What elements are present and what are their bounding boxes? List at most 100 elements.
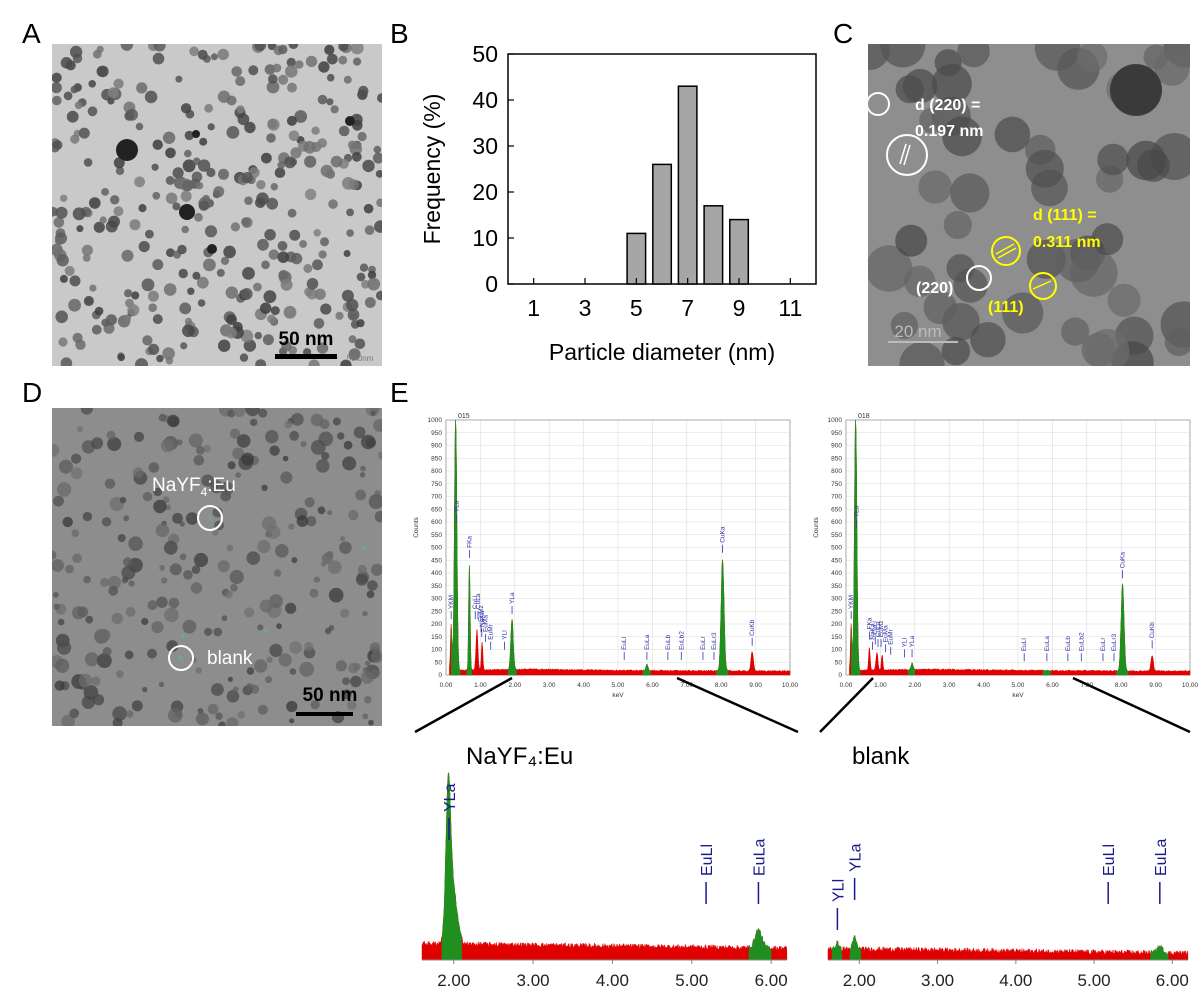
tem-particle	[324, 44, 335, 55]
tem-particle	[256, 180, 266, 190]
stem-particle	[230, 584, 238, 592]
stem-particle	[62, 516, 73, 528]
tem-particle	[226, 314, 237, 326]
tem-particle	[131, 291, 140, 300]
tem-particle	[58, 337, 68, 347]
stem-particle	[84, 652, 99, 667]
ytick-label: 500	[831, 545, 842, 552]
tem-particle	[69, 45, 83, 59]
peak-label-EuLl: EuLl	[1021, 638, 1028, 652]
tem-particle	[313, 229, 322, 237]
ytick-label: 500	[431, 545, 442, 552]
stem-particle	[332, 417, 341, 426]
tem-particle	[305, 55, 318, 68]
tem-particle	[281, 340, 292, 352]
xtick-label-3: 3	[579, 295, 592, 321]
stem-particle	[304, 641, 314, 651]
stem-particle	[212, 529, 219, 536]
tem-particle	[376, 198, 382, 207]
zoom-xtick-label: 5.00	[675, 971, 708, 990]
stem-particle	[258, 408, 268, 418]
hrtem-particle	[950, 173, 990, 213]
tem-particle	[182, 180, 194, 192]
bar-8	[703, 205, 724, 285]
tem-particle	[66, 110, 79, 123]
stem-particle	[168, 597, 180, 609]
tem-particle	[218, 168, 229, 180]
stem-particle	[131, 700, 143, 712]
ytick-label: 250	[831, 608, 842, 615]
stem-particle	[91, 676, 101, 686]
tem-particle	[135, 358, 148, 366]
tem-particle	[147, 290, 159, 302]
stem-particle	[289, 430, 300, 441]
tem-particle	[287, 82, 297, 93]
stem-particle	[237, 711, 246, 719]
stem-particle	[355, 573, 368, 586]
tem-particle	[342, 177, 355, 190]
stem-particle	[368, 719, 374, 726]
circle-111	[1029, 272, 1057, 300]
scalebar-bar	[296, 712, 353, 716]
stem-particle	[164, 607, 179, 623]
panel-letter-c: C	[833, 18, 854, 49]
zoom-line-left-2	[676, 676, 799, 734]
hrtem-particle	[1026, 239, 1066, 279]
ytick-label: 150	[431, 634, 442, 641]
stem-particle	[364, 695, 372, 704]
stem-particle	[366, 590, 375, 599]
xtick-label-7: 7	[681, 295, 694, 321]
tem-particle	[223, 245, 236, 259]
tem-particle	[357, 131, 367, 142]
stem-particle	[193, 552, 209, 568]
peak-label-EuMa: EuMa	[483, 615, 490, 632]
tem-particle	[152, 191, 161, 200]
spectrum-green-1	[907, 661, 916, 676]
zoom-spectrum-green-0	[441, 771, 462, 961]
tem-particle	[320, 237, 329, 247]
ytick-label: 800	[831, 468, 842, 475]
tem-particle	[318, 61, 330, 73]
marker-2: +	[178, 653, 183, 663]
stem-particle	[355, 489, 367, 501]
zoom-spectrum-green-1	[748, 928, 772, 961]
stem-particle	[219, 721, 226, 726]
tem-particle	[272, 63, 282, 73]
ytick-label: 950	[431, 430, 442, 437]
stem-particle	[104, 478, 116, 489]
spectrum-green-4	[716, 559, 729, 676]
ytick-label: 100	[431, 647, 442, 654]
stem-particle	[125, 710, 134, 718]
stem-particle	[266, 656, 273, 663]
ytick-label: 50	[835, 659, 843, 666]
tem-particle	[288, 130, 300, 142]
peak-label-YLl: YLl	[901, 637, 908, 647]
tem-particle	[68, 298, 81, 312]
stem-particle	[213, 627, 223, 637]
stem-particle	[327, 510, 333, 516]
tem-particle	[288, 44, 299, 50]
tem-particle	[148, 303, 157, 313]
stem-particle	[340, 608, 350, 618]
hrtem-particle	[880, 44, 926, 68]
tem-particle	[144, 90, 158, 104]
tem-particle	[69, 275, 81, 287]
tem-particle	[197, 159, 211, 172]
ytick-label: 700	[431, 494, 442, 501]
stem-particle	[101, 517, 112, 527]
stem-particle	[190, 582, 203, 594]
peak-label-YLa: YLa	[909, 635, 916, 647]
tem-particle	[199, 137, 208, 146]
ytick-label: 900	[831, 443, 842, 450]
tem-particle	[359, 263, 369, 272]
y-axis-label: Counts	[813, 516, 820, 537]
tem-particle	[162, 347, 175, 360]
stem-particle	[81, 695, 95, 709]
stem-particle	[163, 540, 178, 555]
zoom-xtick-label: 4.00	[596, 971, 629, 990]
stem-particle	[337, 432, 345, 440]
ytick-label: 650	[431, 506, 442, 513]
peak-label-EuMr: EuMr	[488, 623, 495, 639]
tem-particle	[189, 46, 199, 57]
stem-particle	[335, 660, 347, 672]
